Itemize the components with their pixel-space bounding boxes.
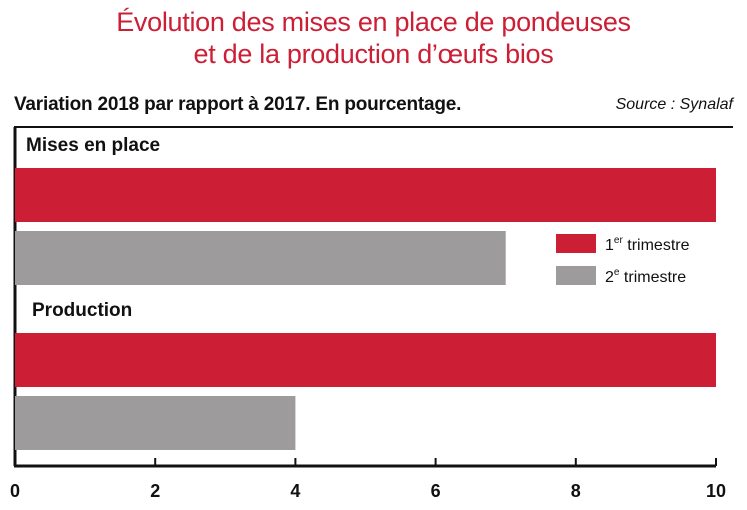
x-tick-label: 2	[150, 481, 160, 501]
legend-swatch-q1	[556, 234, 596, 253]
x-axis-ticks: 0 2 4 6 8 10	[10, 458, 726, 501]
x-tick-label: 8	[571, 481, 581, 501]
bar-production-q1	[15, 333, 716, 387]
category-label-production: Production	[32, 300, 132, 321]
legend-label-q1: 1er trimestre	[605, 235, 690, 254]
x-tick-label: 10	[706, 481, 726, 501]
chart-title-line-1: Évolution des mises en place de pondeuse…	[116, 7, 631, 37]
legend-label-q2: 2e trimestre	[605, 267, 686, 286]
category-label-mises-en-place: Mises en place	[26, 135, 160, 156]
bar-mises-en-place-q1	[15, 168, 716, 222]
x-tick-label: 6	[431, 481, 441, 501]
legend-swatch-q2	[556, 266, 596, 285]
legend: 1er trimestre 2e trimestre	[556, 234, 690, 286]
chart-title-line-2: et de la production d’œufs bios	[193, 39, 554, 69]
bar-production-q2	[15, 396, 296, 450]
bars-group	[15, 168, 716, 450]
bar-mises-en-place-q2	[15, 231, 506, 285]
chart-subtitle: Variation 2018 par rapport à 2017. En po…	[14, 94, 462, 115]
chart-source: Source : Synalaf	[615, 96, 733, 113]
x-tick-label: 0	[10, 481, 20, 501]
x-tick-label: 4	[290, 481, 300, 501]
chart-title: Évolution des mises en place de pondeuse…	[0, 6, 747, 70]
